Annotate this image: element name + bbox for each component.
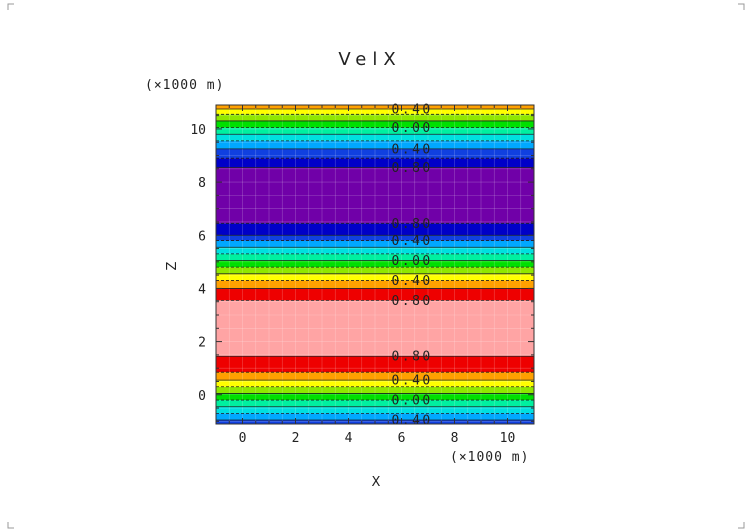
contour-band-24	[216, 134, 534, 141]
y-tick-label: 2	[198, 336, 206, 351]
contour-band-15	[216, 253, 534, 261]
contour-band-9	[216, 300, 534, 357]
contour-labels: 0.40 0.00 0.40 0.80 0.80 0.40 0.00 0.40 0.80 0.80…	[391, 102, 432, 429]
contour-band-3	[216, 400, 534, 407]
contour-label: 0.40	[391, 374, 432, 389]
x-tick-labels: 0 2 4 6 8 10	[239, 431, 516, 446]
contour-band-6	[216, 380, 534, 387]
y-tick-labels: 0 2 4 6 8 10	[190, 123, 206, 404]
contour-label: 0.00	[391, 394, 432, 409]
contour-band-1	[216, 413, 534, 421]
chart-title: VelX	[338, 49, 401, 70]
contour-band-23	[216, 140, 534, 149]
contour-label: 0.40	[391, 234, 432, 249]
contour-label: 0.40	[391, 142, 432, 157]
contour-label: 0.80	[391, 217, 432, 232]
y-tick-label: 4	[198, 282, 206, 297]
contour-band-8	[216, 356, 534, 373]
y-tick-label: 0	[198, 389, 206, 404]
contour-band-12	[216, 273, 534, 281]
contour-band-11	[216, 280, 534, 289]
contour-band-19	[216, 223, 534, 236]
contour-lines	[216, 108, 534, 421]
contour-label: 0.00	[391, 121, 432, 136]
x-tick-label: 10	[500, 431, 516, 446]
contour-band-22	[216, 148, 534, 159]
corner-marks	[7, 3, 745, 529]
contour-band-10	[216, 288, 534, 301]
x-tick-label: 2	[292, 431, 300, 446]
x-tick-label: 0	[239, 431, 247, 446]
contour-band-21	[216, 158, 534, 168]
x-axis-label: X	[372, 475, 381, 490]
y-axis-label: Z	[165, 261, 180, 270]
contour-band-28	[216, 108, 534, 115]
contour-band-2	[216, 406, 534, 414]
contour-band-13	[216, 267, 534, 274]
contour-label: 0.00	[391, 254, 432, 269]
contour-band-18	[216, 235, 534, 241]
contour-band-20	[216, 167, 534, 224]
contour-band-16	[216, 247, 534, 254]
contour-band-4	[216, 393, 534, 401]
contour-label: 0.80	[391, 161, 432, 176]
axis-ticks	[215, 105, 535, 424]
y-axis-unit: (×1000 m)	[145, 78, 224, 93]
contour-band-14	[216, 260, 534, 268]
contour-band-7	[216, 372, 534, 381]
contour-label: 0.80	[391, 294, 432, 309]
y-tick-label: 6	[198, 229, 206, 244]
contour-band-17	[216, 240, 534, 248]
y-tick-label: 10	[190, 123, 206, 138]
contour-label: 0.40	[391, 414, 432, 429]
x-tick-label: 6	[398, 431, 406, 446]
contour-band-25	[216, 127, 534, 135]
y-tick-label: 8	[198, 176, 206, 191]
x-tick-label: 8	[451, 431, 459, 446]
contour-label: 0.40	[391, 274, 432, 289]
contour-label: 0.80	[391, 350, 432, 365]
contour-band-26	[216, 120, 534, 128]
contour-band-27	[216, 114, 534, 121]
x-axis-unit: (×1000 m)	[450, 450, 529, 465]
x-tick-label: 4	[345, 431, 353, 446]
contour-band-5	[216, 386, 534, 394]
contour-bands	[216, 105, 534, 424]
